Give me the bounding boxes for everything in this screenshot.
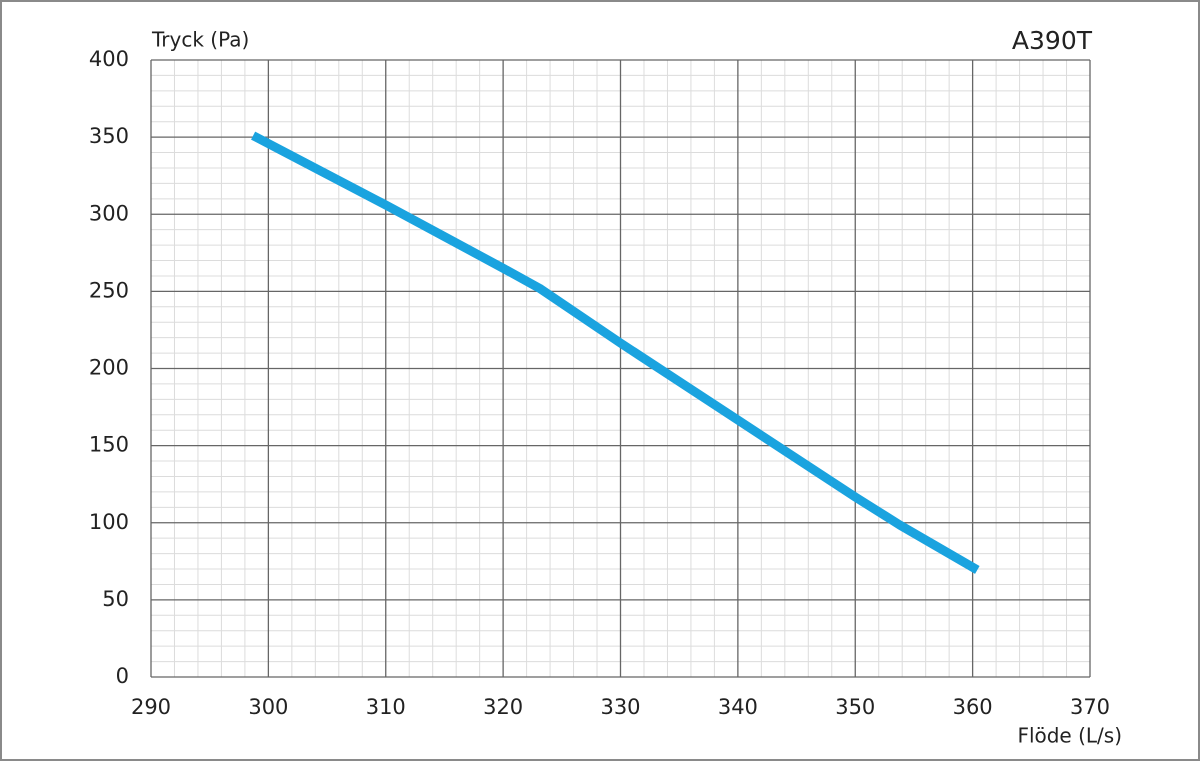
y-tick-label: 350 [89,124,129,148]
y-tick-label: 300 [89,201,129,225]
x-tick-label: 340 [718,695,758,719]
x-tick-label: 350 [835,695,875,719]
y-tick-label: 150 [89,433,129,457]
data-line [251,131,980,574]
y-tick-label: 50 [102,587,129,611]
x-tick-label: 360 [953,695,993,719]
x-tick-label: 300 [248,695,288,719]
y-tick-label: 400 [89,47,129,71]
x-tick-label: 370 [1070,695,1110,719]
grid [150,59,1091,678]
x-tick-label: 310 [366,695,406,719]
x-tick-label: 290 [131,695,171,719]
y-tick-label: 0 [116,664,129,688]
y-tick-label: 250 [89,278,129,302]
y-tick-label: 200 [89,356,129,380]
chart-title: A390T [1012,26,1093,55]
y-axis-label: Tryck (Pa) [151,28,249,52]
x-tick-label: 330 [600,695,640,719]
y-tick-label: 100 [89,510,129,534]
x-axis-label: Flöde (L/s) [1017,724,1122,748]
x-tick-label: 320 [483,695,523,719]
